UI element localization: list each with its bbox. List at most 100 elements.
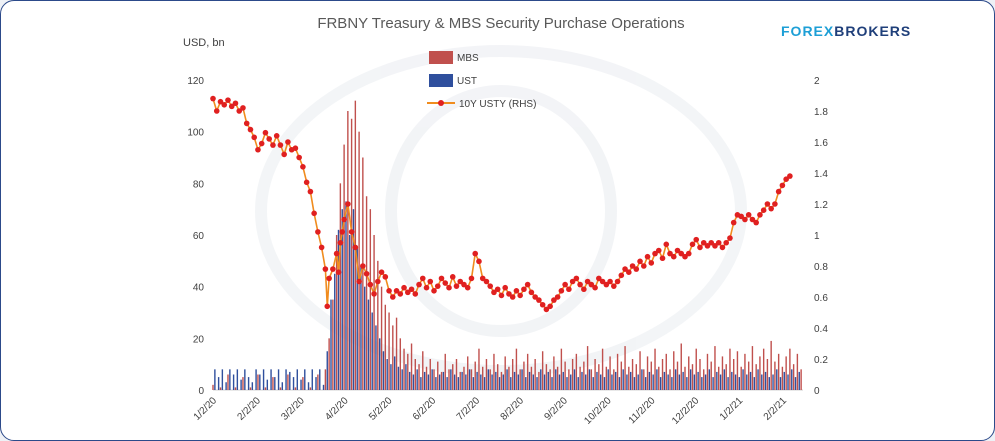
mbs-bar <box>601 348 604 390</box>
ust-bar <box>749 371 752 390</box>
yield-point <box>247 126 254 133</box>
ust-bar <box>401 369 403 390</box>
ust-bar <box>629 371 632 390</box>
ust-bar <box>285 369 287 390</box>
ust-bar <box>607 369 609 390</box>
legend-swatch-yield-marker <box>438 100 444 106</box>
ust-bar <box>296 369 298 390</box>
yield-point <box>622 266 628 272</box>
y2-tick-label: 1 <box>814 231 820 242</box>
mbs-bar <box>523 361 525 390</box>
ust-bar <box>461 371 463 390</box>
ust-bars <box>214 201 800 390</box>
ust-bar <box>356 247 358 390</box>
yield-point <box>581 286 587 293</box>
mbs-bar <box>586 346 589 390</box>
ust-bar <box>731 371 733 390</box>
mbs-bar <box>309 387 312 390</box>
mbs-bar <box>388 312 390 390</box>
legend-label-ust: UST <box>457 76 477 87</box>
ust-bar <box>682 371 684 390</box>
mbs-bar <box>444 353 446 390</box>
x-tick-label: 3/2/20 <box>279 395 307 423</box>
yield-point <box>341 216 347 223</box>
mbs-bar <box>264 387 267 390</box>
yield-point <box>588 281 595 288</box>
brand-logo-part1: FOREX <box>781 23 835 39</box>
yield-point <box>315 229 321 235</box>
ust-bar <box>345 201 347 390</box>
mbs-bar <box>762 348 765 390</box>
yield-point <box>742 216 748 223</box>
yield-point <box>401 284 407 291</box>
ust-bar <box>217 377 220 390</box>
yield-point <box>240 105 246 111</box>
yield-point <box>682 253 688 260</box>
mbs-bar <box>721 356 724 390</box>
ust-bar <box>450 369 452 390</box>
ust-bar <box>270 369 272 390</box>
ust-bar <box>626 374 628 390</box>
ust-bar <box>738 377 741 390</box>
yield-point <box>626 269 632 276</box>
mbs-bar <box>792 364 795 390</box>
ust-bar <box>476 371 478 390</box>
x-tick-label: 2/2/20 <box>236 395 264 423</box>
legend: MBS UST 10Y USTY (RHS) <box>427 51 536 110</box>
yield-point <box>472 250 479 257</box>
ust-bar <box>772 374 774 390</box>
y-tick-label: 80 <box>193 179 205 190</box>
yield-point <box>281 151 287 158</box>
yield-point <box>292 145 299 151</box>
yield-point <box>629 263 636 269</box>
yield-point <box>258 140 265 147</box>
yield-point <box>674 247 681 254</box>
yield-point <box>491 289 497 296</box>
x-tick-label: 4/2/20 <box>323 395 351 423</box>
ust-bar <box>375 325 377 390</box>
ust-bar <box>648 371 651 390</box>
ust-bar <box>277 369 280 390</box>
ust-bar <box>322 384 325 390</box>
ust-bar <box>622 369 624 390</box>
yield-point <box>760 207 767 213</box>
mbs-bar <box>328 338 330 390</box>
mbs-bar <box>257 374 259 390</box>
yield-point <box>644 253 651 260</box>
yield-point <box>685 250 692 257</box>
ust-bar <box>311 369 313 390</box>
ust-bar <box>367 299 370 390</box>
mbs-bar <box>654 348 656 390</box>
mbs-bar <box>541 351 544 390</box>
mbs-bar <box>534 359 536 390</box>
mbs-bar <box>496 364 499 390</box>
ust-bar <box>551 377 553 390</box>
mbs-bar <box>227 374 229 390</box>
ust-bar <box>543 374 546 390</box>
y-tick-label: 40 <box>193 283 205 294</box>
yield-point <box>577 281 583 288</box>
mbs-bar <box>564 361 566 390</box>
yield-point <box>536 297 542 303</box>
yield-point <box>335 269 342 276</box>
ust-bar <box>240 379 242 390</box>
ust-bar <box>352 209 355 390</box>
x-tick-label: 1/2/21 <box>718 395 746 423</box>
ust-bar <box>412 374 415 390</box>
mbs-bar <box>437 361 439 390</box>
ust-bar <box>798 371 800 390</box>
ust-bar <box>704 374 707 390</box>
ust-bar <box>644 377 647 390</box>
mbs-bar <box>317 374 319 390</box>
yield-point <box>551 297 557 303</box>
y2-tick-label: 1.8 <box>814 107 828 118</box>
mbs-bar <box>598 364 600 390</box>
ust-bar <box>225 382 227 390</box>
mbs-bar <box>395 317 398 390</box>
yield-point <box>483 278 490 285</box>
mbs-bar <box>467 356 469 390</box>
yield-point <box>723 239 730 246</box>
mbs-bar <box>594 359 596 390</box>
mbs-bar <box>519 369 521 390</box>
yield-point <box>704 243 711 249</box>
